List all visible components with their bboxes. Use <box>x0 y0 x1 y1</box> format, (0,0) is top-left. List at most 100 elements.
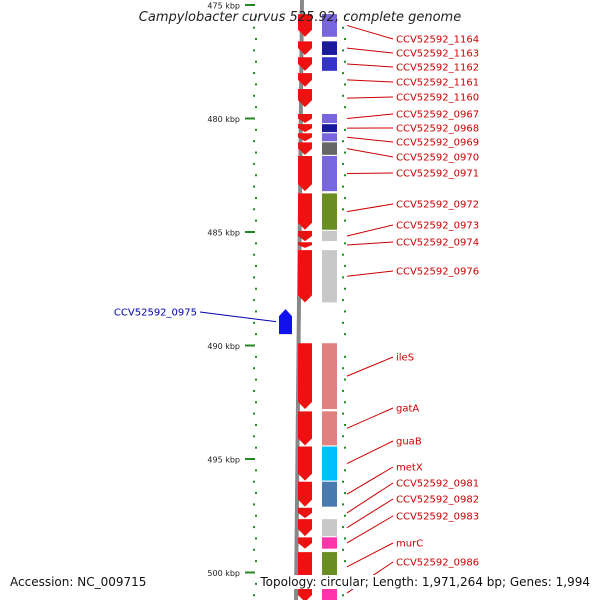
minor-tick-left <box>253 321 255 324</box>
gene-arrow-CCV52592_0969[interactable] <box>298 133 312 142</box>
minor-tick-right <box>344 219 346 222</box>
leader-line <box>346 515 394 544</box>
leader-line <box>199 311 277 323</box>
minor-tick-left <box>255 287 257 290</box>
minor-tick-left <box>255 174 257 177</box>
minor-tick-left <box>253 594 255 597</box>
minor-tick-left <box>253 26 255 29</box>
gene-arrow-metX[interactable] <box>298 481 312 507</box>
gene-label-CCV52592_0983[interactable]: CCV52592_0983 <box>396 512 479 523</box>
minor-tick-right <box>344 287 346 290</box>
gene-arrow-ileS[interactable] <box>298 343 312 410</box>
gene-label-CCV52592_1160[interactable]: CCV52592_1160 <box>396 93 479 104</box>
gene-label-CCV52592_0971[interactable]: CCV52592_0971 <box>396 169 479 180</box>
minor-tick-left <box>253 276 255 279</box>
gene-label-CCV52592_0975[interactable]: CCV52592_0975 <box>114 308 197 319</box>
gene-arrow-CCV52592_0968[interactable] <box>298 124 312 133</box>
gene-label-CCV52592_0976[interactable]: CCV52592_0976 <box>396 267 479 278</box>
cog-box-CCV52592_0972 <box>322 193 337 230</box>
gene-arrow-CCV52592_0971[interactable] <box>298 155 312 192</box>
gene-arrow-CCV52592_0974[interactable] <box>298 242 312 248</box>
minor-tick-right <box>344 560 346 563</box>
cog-box-CCV52592_1162 <box>322 57 337 71</box>
gene-label-CCV52592_0969[interactable]: CCV52592_0969 <box>396 138 479 149</box>
minor-tick-right <box>342 548 344 551</box>
minor-tick-right <box>344 514 346 517</box>
gene-label-gatA[interactable]: gatA <box>396 404 419 415</box>
cog-box-CCV52592_0970 <box>322 142 337 155</box>
minor-tick-left <box>255 196 257 199</box>
leader-line <box>346 136 394 143</box>
gene-label-CCV52592_1162[interactable]: CCV52592_1162 <box>396 63 479 74</box>
gene-arrow-guaB[interactable] <box>298 446 312 481</box>
gene-arrow-CCV52592_0972[interactable] <box>298 193 312 230</box>
gene-label-CCV52592_0982[interactable]: CCV52592_0982 <box>396 495 479 506</box>
gene-arrow-CCV52592_0981[interactable] <box>298 507 312 519</box>
gene-label-CCV52592_0986[interactable]: CCV52592_0986 <box>396 558 479 569</box>
minor-tick-right <box>344 38 346 41</box>
gene-arrow-CCV52592_0983[interactable] <box>298 537 312 549</box>
minor-tick-right <box>342 503 344 506</box>
gene-arrow-CCV52592_1162[interactable] <box>298 57 312 71</box>
gene-label-metX[interactable]: metX <box>396 463 423 474</box>
minor-tick-right <box>344 310 346 313</box>
gene-label-CCV52592_0981[interactable]: CCV52592_0981 <box>396 479 479 490</box>
minor-tick-left <box>255 423 257 426</box>
minor-tick-left <box>255 514 257 517</box>
cog-box-CCV52592_0971 <box>322 155 337 192</box>
minor-tick-left <box>255 537 257 540</box>
gene-label-CCV52592_0973[interactable]: CCV52592_0973 <box>396 221 479 232</box>
minor-tick-left <box>255 492 257 495</box>
gene-label-CCV52592_1164[interactable]: CCV52592_1164 <box>396 35 479 46</box>
gene-arrow-CCV52592_1160[interactable] <box>298 88 312 108</box>
gene-arrow-CCV52592_1164[interactable] <box>298 14 312 37</box>
tick-label: 495 kbp <box>207 456 240 465</box>
minor-tick-right <box>344 265 346 268</box>
gene-arrow-CCV52592_1163[interactable] <box>298 41 312 55</box>
gene-arrow-CCV52592_0967[interactable] <box>298 113 312 124</box>
gene-arrow-CCV52592_0976[interactable] <box>298 250 312 303</box>
gene-labels: CCV52592_1164 CCV52592_1163 CCV52592_1162 C… <box>114 35 479 569</box>
minor-tick-right <box>342 94 344 97</box>
leader-line <box>346 542 394 568</box>
gene-arrow-gatA[interactable] <box>298 411 312 446</box>
gene-label-CCV52592_0972[interactable]: CCV52592_0972 <box>396 200 479 211</box>
gene-arrow-CCV52592_1161[interactable] <box>298 73 312 87</box>
minor-tick-right <box>344 355 346 358</box>
gene-arrow-murC[interactable] <box>298 552 312 582</box>
minor-tick-right <box>342 389 344 392</box>
gene-arrow-CCV52592_0970[interactable] <box>298 142 312 155</box>
label-leaders <box>199 24 394 594</box>
minor-tick-left <box>255 83 257 86</box>
minor-tick-right <box>342 321 344 324</box>
leader-line <box>346 96 394 99</box>
gene-label-CCV52592_0968[interactable]: CCV52592_0968 <box>396 124 479 135</box>
minor-tick-right <box>344 446 346 449</box>
cog-box-guaB <box>322 446 337 481</box>
minor-tick-left <box>255 128 257 131</box>
minor-tick-left <box>255 560 257 563</box>
gene-label-CCV52592_0970[interactable]: CCV52592_0970 <box>396 153 479 164</box>
gene-label-murC[interactable]: murC <box>396 539 423 550</box>
cog-box-CCV52592_0983 <box>322 537 337 549</box>
gene-arrow-CCV52592_0973[interactable] <box>298 230 312 242</box>
gene-label-CCV52592_0967[interactable]: CCV52592_0967 <box>396 110 479 121</box>
cog-box-CCV52592_0973 <box>322 230 337 242</box>
minor-tick-left <box>253 49 255 52</box>
leader-line <box>346 148 394 158</box>
gene-label-CCV52592_1163[interactable]: CCV52592_1163 <box>396 49 479 60</box>
gene-arrow-CCV52592_0982[interactable] <box>298 519 312 537</box>
minor-tick-right <box>344 83 346 86</box>
gene-label-CCV52592_1161[interactable]: CCV52592_1161 <box>396 78 479 89</box>
leader-line <box>346 203 394 213</box>
minor-tick-right <box>342 140 344 143</box>
topology-text: Topology: circular; Length: 1,971,264 bp… <box>260 575 590 589</box>
cog-box-murC <box>322 552 337 582</box>
gene-arrow-CCV52592_0975[interactable] <box>279 309 292 335</box>
minor-tick-left <box>253 480 255 483</box>
minor-tick-left <box>253 185 255 188</box>
gene-label-guaB[interactable]: guaB <box>396 437 422 448</box>
axis-ticks: 475 kbp 480 kbp 485 kbp 490 kbp 495 kbp 500 k… <box>207 2 346 597</box>
gene-label-CCV52592_0974[interactable]: CCV52592_0974 <box>396 238 479 249</box>
gene-label-ileS[interactable]: ileS <box>396 353 414 364</box>
